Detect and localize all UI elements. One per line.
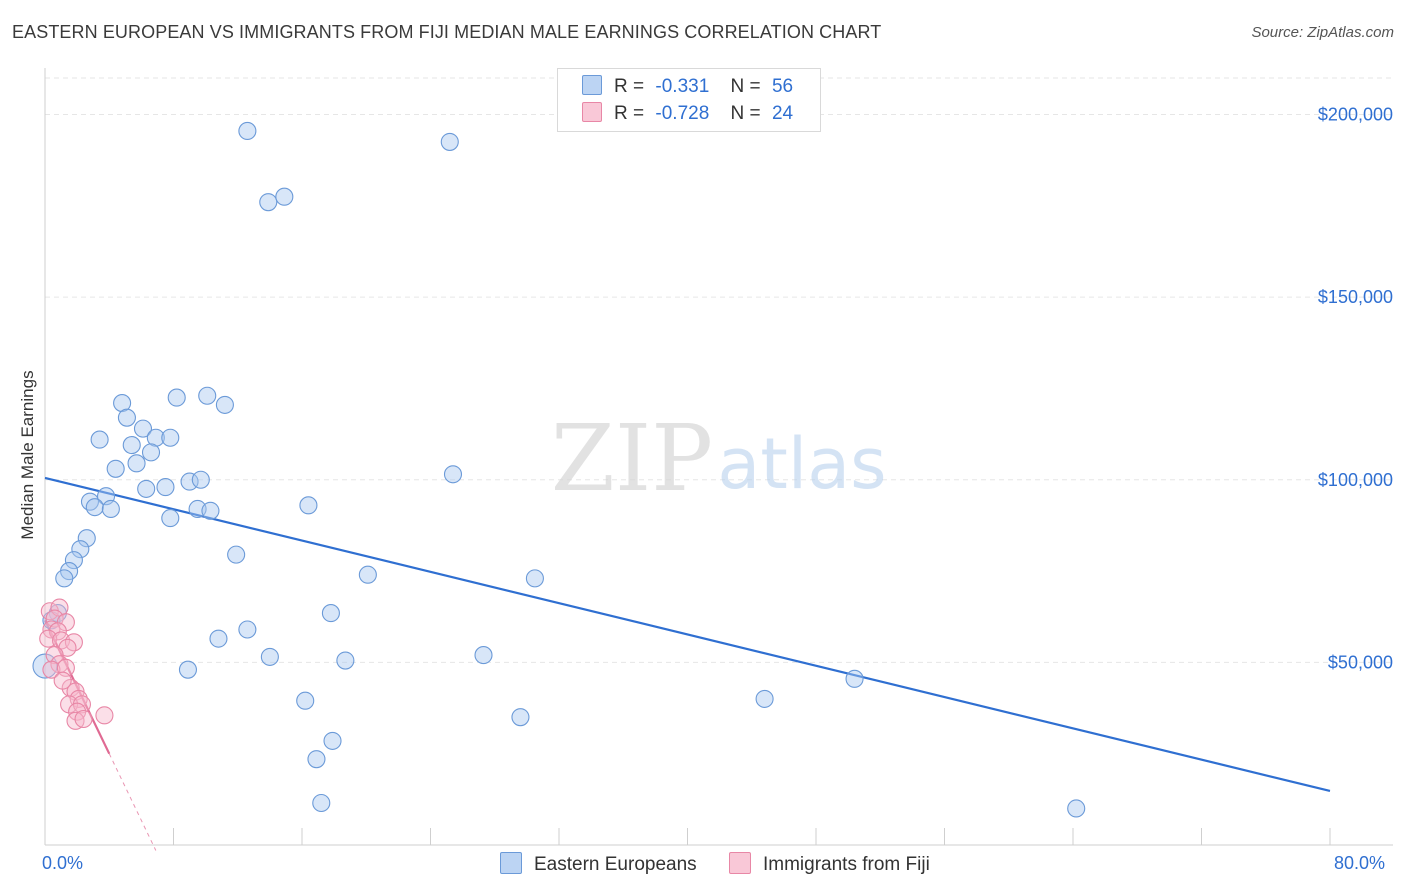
point-eastern-europeans (117, 408, 136, 427)
legend-row-eastern-europeans: R = -0.331 N = 56 (582, 75, 793, 99)
series-eastern-europeans (32, 121, 1086, 818)
point-eastern-europeans (106, 459, 125, 478)
point-eastern-europeans (180, 472, 199, 491)
legend-n-label: N = (730, 103, 761, 124)
legend-n-value: 56 (771, 76, 794, 97)
point-eastern-europeans (1067, 799, 1086, 818)
point-eastern-europeans (85, 498, 104, 517)
point-eastern-europeans (238, 620, 257, 639)
point-eastern-europeans (296, 691, 315, 710)
point-eastern-europeans (275, 187, 294, 206)
legend-swatch-pink (729, 852, 751, 874)
point-eastern-europeans (299, 496, 318, 515)
point-eastern-europeans (64, 551, 83, 570)
point-eastern-europeans (259, 193, 278, 212)
watermark-zip: ZIP (551, 405, 713, 512)
point-eastern-europeans (525, 569, 544, 588)
point-immigrants-from-fiji (42, 660, 61, 679)
point-eastern-europeans (77, 529, 96, 548)
point-eastern-europeans (307, 750, 326, 769)
point-eastern-europeans (161, 509, 180, 528)
point-eastern-europeans (191, 470, 210, 489)
point-eastern-europeans (755, 689, 774, 708)
point-immigrants-from-fiji (95, 706, 114, 725)
point-eastern-europeans (238, 121, 257, 141)
legend-r-value: -0.728 (655, 103, 710, 124)
point-eastern-europeans (42, 611, 61, 630)
legend-swatch-pink (582, 102, 602, 122)
point-eastern-europeans (474, 646, 493, 665)
y-tick-labels: $50,000 $100,000 $150,000 $200,000 (1318, 105, 1393, 673)
point-eastern-europeans (198, 386, 217, 405)
legend-item-label: Immigrants from Fiji (763, 854, 930, 875)
point-eastern-europeans (32, 653, 58, 679)
x-tick-label-min: 0.0% (42, 853, 84, 873)
legend-r-label: R = (614, 103, 645, 124)
point-eastern-europeans (101, 499, 120, 519)
stats-legend: R = -0.331 N = 56 R = -0.728 N = 24 (557, 68, 821, 132)
point-immigrants-from-fiji (74, 709, 93, 729)
y-tick-label: $200,000 (1318, 105, 1393, 125)
point-eastern-europeans (358, 565, 377, 584)
chart-title: EASTERN EUROPEAN VS IMMIGRANTS FROM FIJI… (12, 22, 882, 42)
point-eastern-europeans (167, 388, 186, 407)
point-eastern-europeans (443, 465, 463, 484)
point-eastern-europeans (260, 647, 279, 666)
point-eastern-europeans (55, 569, 74, 588)
point-eastern-europeans (845, 669, 864, 688)
point-eastern-europeans (178, 660, 198, 679)
legend-n-label: N = (730, 76, 761, 97)
watermark-atlas: atlas (717, 423, 886, 505)
point-eastern-europeans (141, 443, 161, 462)
point-eastern-europeans (127, 454, 146, 473)
point-eastern-europeans (133, 419, 153, 438)
point-eastern-europeans (312, 793, 331, 813)
legend-swatch-blue (500, 852, 522, 874)
point-eastern-europeans (80, 492, 100, 511)
point-eastern-europeans (137, 479, 156, 498)
point-eastern-europeans (511, 708, 530, 727)
source-label: Source: ZipAtlas.com (1251, 24, 1394, 41)
point-eastern-europeans (90, 430, 109, 449)
point-eastern-europeans (156, 478, 175, 497)
point-eastern-europeans (122, 436, 141, 455)
y-tick-label: $150,000 (1318, 287, 1393, 307)
trendline-extension-immigrants-from-fiji (108, 753, 157, 851)
point-eastern-europeans (146, 428, 165, 447)
watermark: ZIP atlas (551, 405, 887, 512)
legend-item-eastern-europeans: Eastern Europeans (500, 852, 697, 876)
legend-row-immigrants-from-fiji: R = -0.728 N = 24 (582, 102, 793, 126)
x-tick-label-max: 80.0% (1334, 853, 1386, 873)
point-eastern-europeans (71, 540, 90, 559)
axes (44, 68, 1393, 846)
point-eastern-europeans (440, 132, 459, 151)
point-eastern-europeans (336, 651, 355, 670)
legend-r-label: R = (614, 76, 645, 97)
point-immigrants-from-fiji (45, 646, 64, 665)
series-legend: Eastern Europeans Immigrants from Fiji (0, 852, 1406, 878)
legend-item-immigrants-from-fiji: Immigrants from Fiji (729, 852, 930, 876)
legend-r-value: -0.331 (655, 76, 710, 97)
point-eastern-europeans (201, 501, 220, 520)
point-immigrants-from-fiji (68, 702, 87, 721)
y-tick-label: $100,000 (1318, 470, 1393, 490)
point-eastern-europeans (215, 395, 234, 414)
point-eastern-europeans (209, 629, 228, 648)
trend-lines (44, 476, 1331, 851)
gridlines (45, 77, 1393, 663)
point-immigrants-from-fiji (53, 671, 72, 690)
trendline-eastern-europeans (44, 476, 1331, 793)
legend-n-value: 24 (771, 103, 794, 124)
legend-item-label: Eastern Europeans (534, 854, 697, 875)
point-eastern-europeans (113, 394, 132, 413)
point-eastern-europeans (227, 545, 246, 564)
legend-swatch-blue (582, 75, 602, 95)
series-immigrants-from-fiji (39, 598, 114, 730)
point-eastern-europeans (321, 604, 340, 623)
y-tick-label: $50,000 (1328, 652, 1393, 672)
point-eastern-europeans (161, 428, 180, 447)
point-eastern-europeans (323, 731, 342, 750)
